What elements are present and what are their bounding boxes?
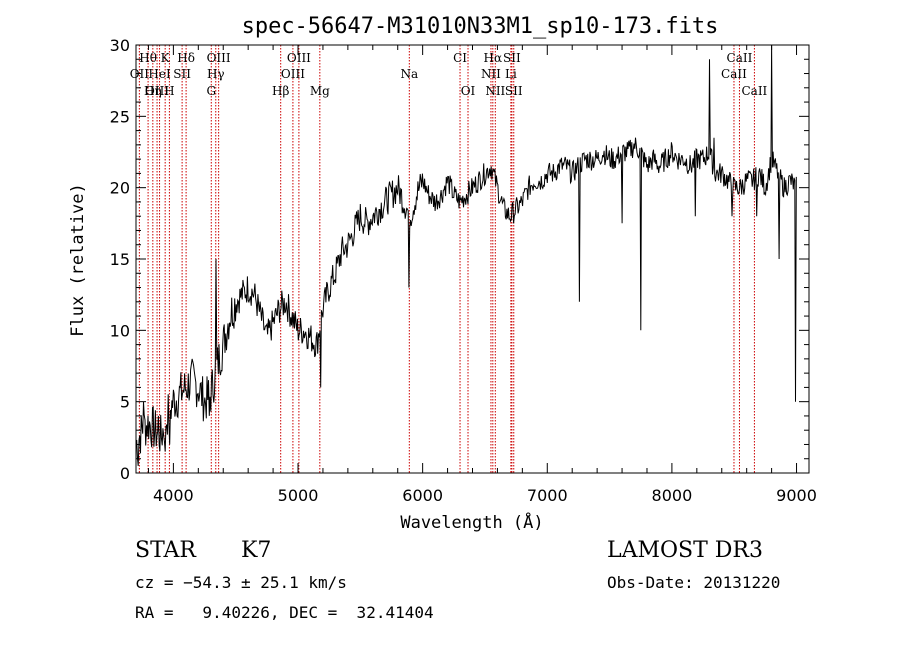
x-tick-label: 5000	[278, 486, 319, 505]
y-tick-label: 20	[110, 179, 130, 198]
x-tick-label: 4000	[153, 486, 194, 505]
x-tick-label: 9000	[776, 486, 817, 505]
class-label: STAR	[135, 538, 196, 563]
x-axis-label: Wavelength (Å)	[400, 511, 543, 533]
obs-date-readout: Obs-Date: 20131220	[607, 573, 781, 592]
spectral-line-label: K	[161, 51, 171, 65]
plot-frame	[135, 44, 810, 474]
spectral-line-label: G	[206, 84, 216, 98]
spectral-line-label: OIII	[207, 51, 231, 65]
spectral-line-label: HeI	[148, 67, 171, 81]
survey-label: LAMOST DR3	[607, 538, 763, 563]
spectral-line-label: H	[164, 84, 174, 98]
spectral-line-label: CaII	[721, 67, 747, 81]
spectral-line-label: NII	[485, 84, 505, 98]
spectral-line-label: Hθ	[139, 51, 157, 65]
spectral-line-label: Mg	[310, 84, 330, 98]
subclass-label: K7	[241, 538, 272, 563]
chart-title: spec-56647-M31010N33M1_sp10-173.fits	[242, 14, 719, 39]
emission-lines-layer	[138, 45, 755, 473]
spectral-line-label: OI	[461, 84, 476, 98]
spectral-line-label: CaII	[741, 84, 767, 98]
spectral-line-label: OIII	[281, 67, 305, 81]
redshift-readout: cz = −54.3 ± 25.1 km/s	[135, 573, 347, 592]
spectrum-layer	[135, 44, 797, 466]
spectral-line-label: Hα	[484, 51, 503, 65]
x-tick-label: 6000	[402, 486, 443, 505]
spectral-line-label: OIII	[145, 84, 169, 98]
x-axis: 4000 5000 6000 7000 8000 9000	[147, 45, 817, 505]
x-tick-label: 8000	[652, 486, 693, 505]
coordinates-readout: RA = 9.40226, DEC = 32.41404	[135, 603, 434, 622]
y-axis: 0 5 10 15 20 25 30	[110, 36, 809, 483]
y-tick-label: 15	[110, 250, 130, 269]
spectral-line-label: Hβ	[272, 84, 289, 98]
spectral-line-label: SII	[503, 51, 521, 65]
y-axis-label: Flux (relative)	[68, 183, 88, 337]
spectral-line-label: SII	[505, 84, 523, 98]
spectral-line-label: Hγ	[207, 67, 225, 81]
spectral-line-label: CaII	[727, 51, 753, 65]
spectrum-trace	[135, 44, 797, 466]
spectral-line-label: OIII	[287, 51, 311, 65]
spectral-line-label: CI	[453, 51, 467, 65]
y-tick-label: 25	[110, 107, 130, 126]
spectral-line-label: Hδ	[177, 51, 195, 65]
y-tick-label: 0	[120, 464, 130, 483]
spectral-line-label: SII	[173, 67, 191, 81]
spectral-line-label: Na	[400, 67, 418, 81]
spectral-line-label: Li	[505, 67, 517, 81]
spectral-line-label: NII	[481, 67, 501, 81]
spectral-line-label: Hη	[144, 84, 162, 98]
y-tick-label: 30	[110, 36, 130, 55]
x-tick-label: 7000	[527, 486, 568, 505]
y-tick-label: 5	[120, 393, 130, 412]
y-tick-label: 10	[110, 321, 130, 340]
